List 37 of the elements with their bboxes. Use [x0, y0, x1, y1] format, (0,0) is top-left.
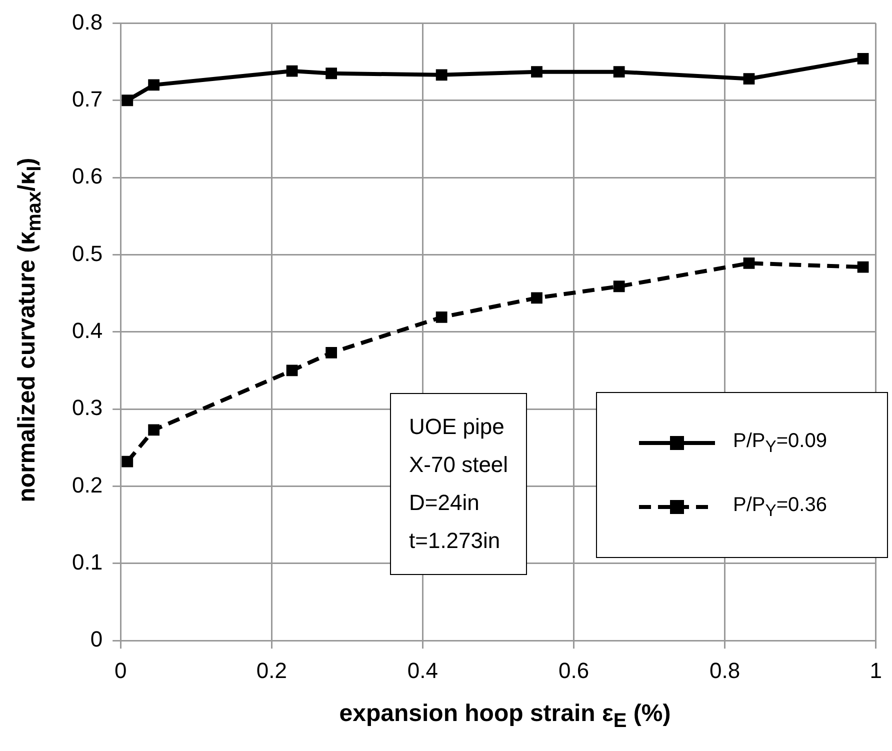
legend-label: P/P$_{Y}$=0.09: [733, 430, 827, 456]
point: [326, 347, 338, 358]
x-tick-label: 0.4: [407, 658, 438, 683]
point: [531, 66, 542, 78]
annotation: UOE pipe X-70 steel D=24in t=1.273in: [390, 393, 528, 575]
point: [857, 53, 869, 64]
point: [743, 73, 755, 84]
point: [613, 280, 625, 292]
point: [326, 68, 338, 80]
legend-label: P/P$_{Y}$=0.36: [733, 494, 827, 520]
point: [436, 69, 448, 81]
y-tick-label: 0.6: [72, 164, 103, 189]
point: [148, 79, 160, 91]
point: [122, 94, 134, 106]
point: [531, 292, 542, 304]
y-tick-label: 0.2: [72, 472, 103, 498]
y-tick-label: 0.3: [72, 395, 103, 420]
point: [743, 258, 755, 269]
point: [286, 65, 298, 77]
point: [148, 424, 160, 436]
y-tick-label: 0.1: [72, 549, 103, 574]
point: [857, 261, 869, 273]
y-tick-label: 0.7: [72, 86, 103, 112]
y-tick-label: 0.8: [72, 9, 103, 34]
x-tick-label: 0.2: [256, 658, 287, 683]
y-tick-label: 0.5: [72, 240, 103, 266]
x-tick-label: 0.8: [710, 658, 740, 683]
x-tick-label: 0.6: [558, 658, 590, 683]
x-tick-label: 1: [870, 658, 882, 683]
point: [613, 66, 625, 78]
point: [436, 312, 448, 323]
y-tick-label: 0: [90, 626, 103, 652]
x-tick-label: 0: [114, 658, 127, 683]
point: [122, 456, 134, 468]
y-tick-label: 0.4: [72, 318, 103, 343]
point: [286, 364, 298, 376]
x-axis-title: expansion hoop strain ε$_{E}$ (%): [339, 700, 671, 733]
